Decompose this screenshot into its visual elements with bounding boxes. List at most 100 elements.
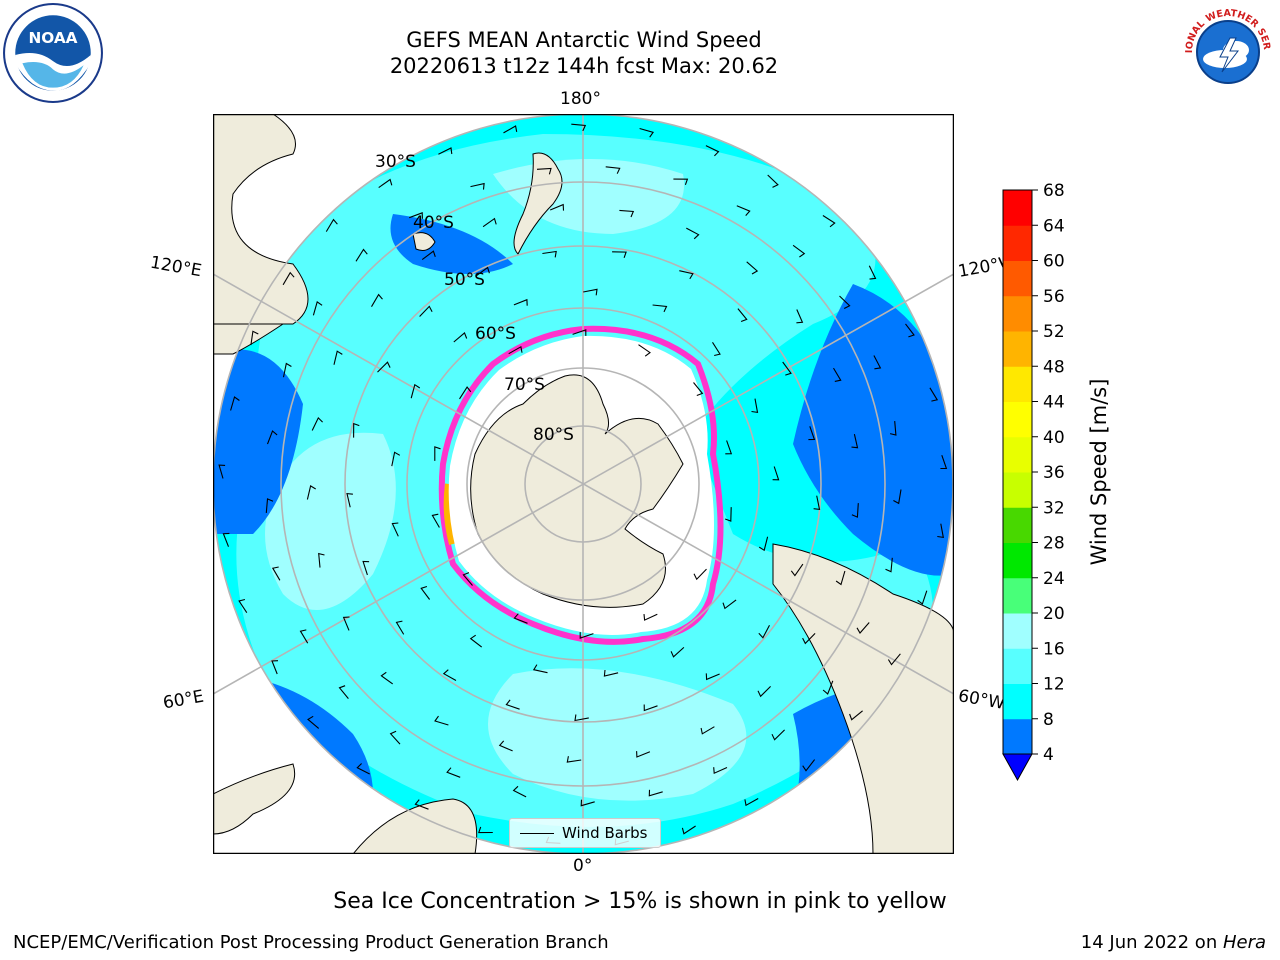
- colorbar-segment: [1003, 542, 1032, 579]
- polar-map: [213, 114, 954, 854]
- wind-barb: [380, 671, 394, 685]
- wind-barb: [378, 178, 393, 189]
- wind-barb: [790, 563, 804, 577]
- wind-barb: [325, 218, 338, 232]
- australia-landmass: [213, 114, 309, 325]
- wind-barb: [700, 726, 715, 735]
- colorbar-tick-label: 68: [1043, 181, 1065, 201]
- wind-barb: [414, 799, 429, 810]
- wind-barb: [813, 495, 821, 511]
- wind-barb: [940, 455, 948, 470]
- wind-barb: [410, 383, 421, 399]
- wind-barb: [513, 613, 528, 624]
- wind-barb: [362, 560, 370, 576]
- wind-barb: [420, 585, 431, 600]
- wind-barb: [713, 766, 728, 775]
- wind-barb: [549, 203, 565, 211]
- land-masses: [213, 114, 954, 854]
- wind-barb: [438, 147, 453, 155]
- wind-barb: [808, 426, 816, 441]
- colorbar-tick-label: 24: [1043, 569, 1065, 589]
- wind-barb: [889, 421, 897, 436]
- wind-barb: [835, 570, 846, 586]
- wind-barb: [218, 464, 226, 479]
- colorbar-segment: [1003, 190, 1032, 226]
- wind-barb: [542, 250, 557, 258]
- colorbar-tick-label: 36: [1043, 463, 1065, 483]
- wind-barb: [712, 342, 721, 357]
- colorbar-segment: [1003, 366, 1032, 402]
- wind-barb: [311, 416, 323, 431]
- colorbar-tick-label: 40: [1043, 428, 1065, 448]
- wind-barb: [705, 673, 720, 681]
- wind-barb: [230, 396, 240, 411]
- wind-barb: [792, 244, 806, 258]
- wind-barb: [419, 305, 433, 317]
- lat-label-80s: 80°S: [533, 425, 574, 445]
- wind-barb: [307, 715, 320, 729]
- wind-barb: [638, 344, 651, 357]
- africa-tip: [352, 798, 478, 854]
- colorbar-tick-label: 28: [1043, 534, 1065, 554]
- wind-barb: [612, 251, 627, 258]
- wind-barb: [238, 598, 248, 614]
- nws-logo: NATIONAL WEATHER SERVICE: [1178, 2, 1276, 100]
- wind-barb: [758, 536, 769, 552]
- lon-label-60e: 60°E: [161, 686, 206, 714]
- wind-barb: [282, 271, 295, 286]
- wind-barb: [767, 174, 779, 188]
- lat-label-70s: 70°S: [504, 375, 545, 395]
- stamp-date: 14 Jun 2022 on: [1080, 932, 1223, 953]
- sea-ice-note: Sea Ice Concentration > 15% is shown in …: [333, 889, 947, 914]
- wind-barb: [513, 298, 528, 306]
- wind-barb: [442, 669, 457, 681]
- colorbar-segment: [1003, 436, 1032, 473]
- wind-barb: [681, 825, 696, 835]
- wind-barb: [822, 215, 836, 228]
- wind-barb: [693, 568, 707, 581]
- wind-barb: [391, 522, 399, 537]
- wind-barb: [459, 386, 472, 400]
- wind-barb: [371, 293, 383, 307]
- colorbar-under-extension: [1002, 753, 1033, 782]
- chart-title: GEFS MEAN Antarctic Wind Speed: [406, 28, 762, 52]
- colorbar-segment: [1003, 648, 1032, 684]
- wind-barb: [802, 759, 816, 772]
- wind-barb: [652, 304, 668, 313]
- colorbar-tick-label: 64: [1043, 216, 1065, 236]
- wind-barb: [744, 798, 759, 807]
- wind-barb: [434, 446, 441, 461]
- wind-barb: [572, 329, 587, 336]
- wind-barb: [736, 205, 751, 216]
- wind-barb: [639, 127, 654, 138]
- wind-barb: [469, 634, 483, 648]
- wind-barb: [312, 301, 323, 316]
- date-stamp: 14 Jun 2022 on Hera: [1081, 932, 1266, 953]
- colorbar-segment: [1003, 507, 1032, 543]
- wind-barb: [887, 653, 901, 666]
- lat-label-50s: 50°S: [444, 270, 485, 290]
- wind-barb: [446, 767, 461, 778]
- colorbar-frame: [1002, 189, 1033, 755]
- wind-barb: [643, 704, 658, 712]
- colorbar-tick-label: 56: [1043, 287, 1065, 307]
- wind-barb: [503, 125, 518, 134]
- wind-barb: [833, 367, 842, 382]
- wind-barb: [377, 361, 391, 373]
- wind-barb: [796, 309, 804, 324]
- wind-barb: [725, 507, 732, 522]
- wind-barb: [605, 166, 621, 174]
- colorbar-tick-label: 20: [1043, 604, 1065, 624]
- lon-label-120e: 120°E: [148, 252, 204, 282]
- wind-barb: [282, 362, 292, 378]
- noaa-logo: NOAA: [3, 3, 103, 103]
- wind-barb: [571, 123, 587, 132]
- wind-barb: [670, 646, 685, 658]
- tasmania: [412, 232, 436, 251]
- wind-barb: [722, 599, 737, 610]
- wind-barb: [318, 552, 325, 568]
- antarctica: [470, 374, 684, 608]
- wind-barb: [338, 685, 349, 699]
- wind-barb: [693, 382, 704, 397]
- lat-label-30s: 30°S: [375, 152, 416, 172]
